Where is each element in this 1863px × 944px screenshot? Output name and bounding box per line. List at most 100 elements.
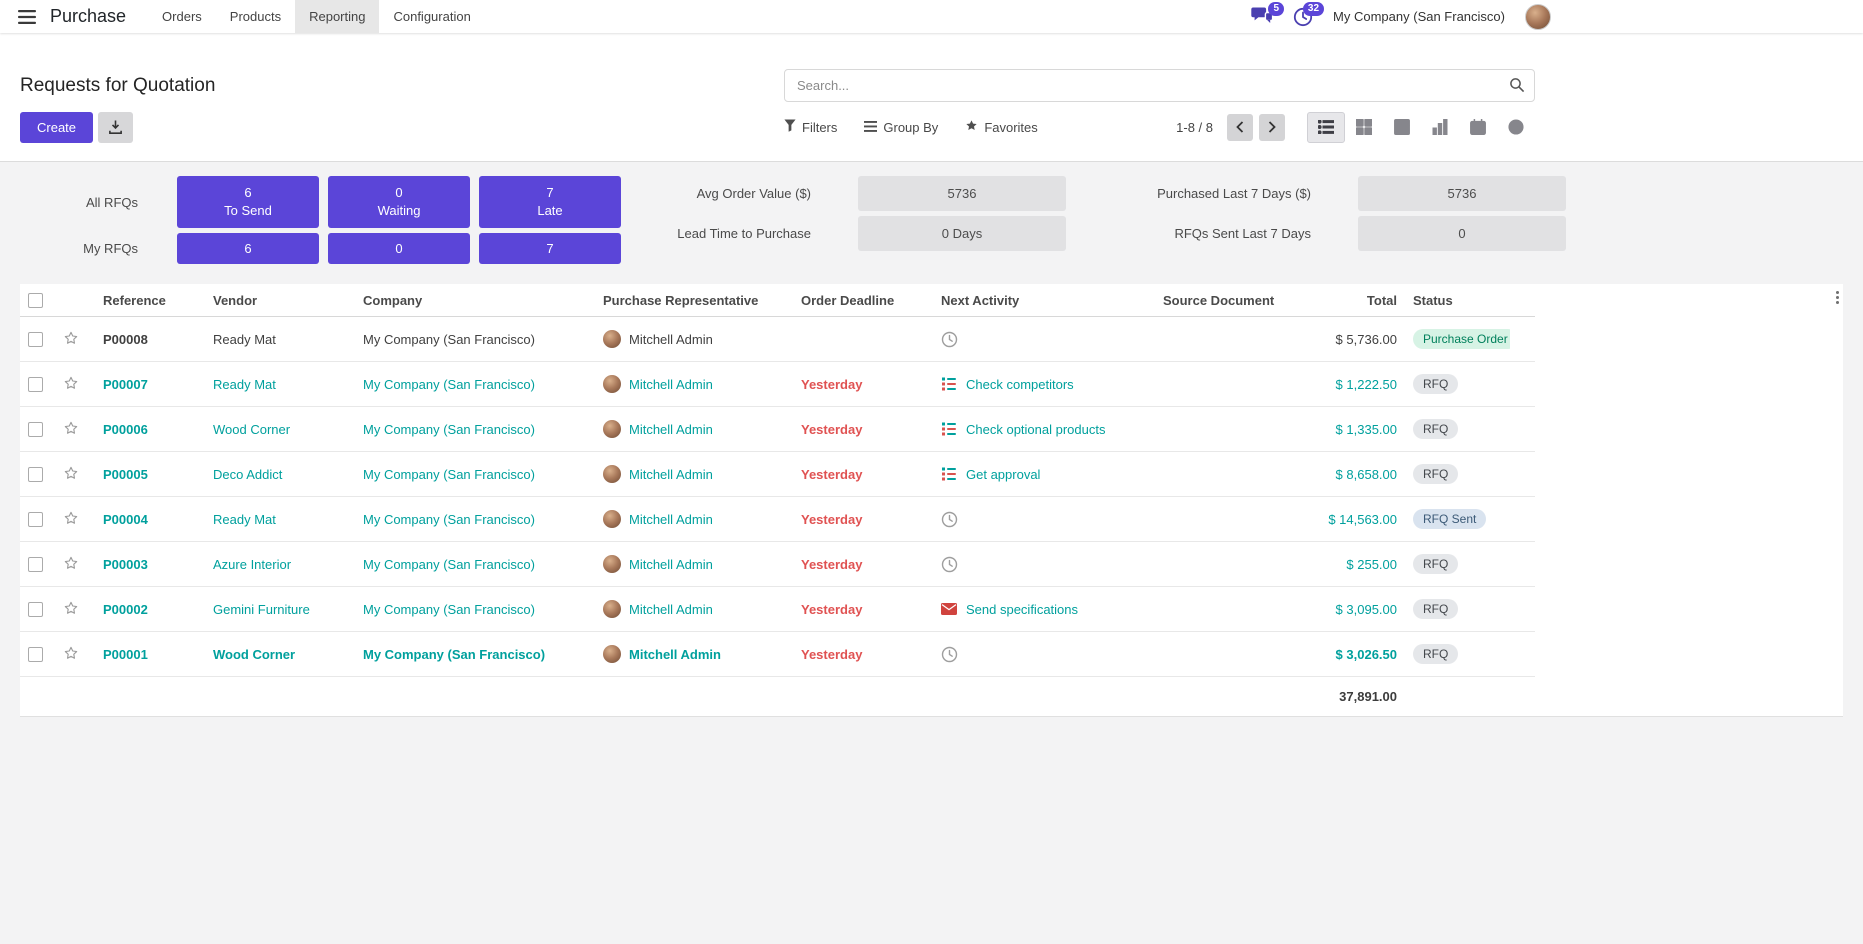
- favorites-button[interactable]: Favorites: [965, 119, 1038, 135]
- search-input[interactable]: [784, 69, 1535, 102]
- deadline-cell: Yesterday: [793, 631, 933, 678]
- table-row[interactable]: P00003 Azure Interior My Company (San Fr…: [20, 541, 1535, 588]
- header-total[interactable]: Total: [1270, 284, 1405, 318]
- activity-cell[interactable]: Check competitors: [933, 361, 1155, 408]
- avg-order-value: 5736: [858, 176, 1066, 211]
- table-row[interactable]: P00005 Deco Addict My Company (San Franc…: [20, 451, 1535, 498]
- row-checkbox[interactable]: [28, 647, 43, 663]
- table-row[interactable]: P00006 Wood Corner My Company (San Franc…: [20, 406, 1535, 453]
- clock-activity-icon[interactable]: [941, 331, 958, 348]
- row-checkbox[interactable]: [28, 467, 43, 483]
- app-name[interactable]: Purchase: [50, 6, 127, 26]
- company-cell: My Company (San Francisco): [355, 586, 595, 633]
- search-icon[interactable]: [1509, 77, 1525, 96]
- row-checkbox[interactable]: [28, 422, 43, 438]
- header-representative[interactable]: Purchase Representative: [595, 284, 793, 318]
- my-rfqs-to-send-button[interactable]: 6: [177, 233, 319, 264]
- download-icon: [108, 119, 123, 138]
- table-header-row: Reference Vendor Company Purchase Repres…: [20, 284, 1535, 318]
- my-rfqs-waiting-button[interactable]: 0: [328, 233, 470, 264]
- optional-columns-icon[interactable]: [1836, 291, 1839, 304]
- create-button[interactable]: Create: [20, 111, 94, 143]
- header-source[interactable]: Source Document: [1155, 284, 1274, 318]
- view-pivot-icon[interactable]: [1383, 112, 1421, 143]
- messages-icon[interactable]: 5: [1251, 2, 1285, 26]
- row-checkbox[interactable]: [28, 602, 43, 618]
- header-activity[interactable]: Next Activity: [933, 284, 1155, 318]
- source-document-cell: [1155, 496, 1270, 543]
- pager-next-button[interactable]: [1259, 113, 1285, 141]
- activities-clock-icon[interactable]: 32: [1293, 1, 1325, 27]
- user-avatar[interactable]: [1525, 3, 1551, 30]
- status-badge: RFQ: [1413, 419, 1459, 440]
- menu-products[interactable]: Products: [229, 9, 282, 24]
- menu-orders[interactable]: Orders: [162, 9, 202, 24]
- table-row[interactable]: P00004 Ready Mat My Company (San Francis…: [20, 496, 1535, 543]
- view-list-icon[interactable]: [1307, 111, 1345, 143]
- favorite-star-icon[interactable]: [55, 451, 95, 498]
- row-checkbox[interactable]: [28, 377, 43, 393]
- activity-cell[interactable]: [933, 316, 1155, 363]
- favorite-star-icon[interactable]: [55, 541, 95, 588]
- status-badge: RFQ: [1413, 644, 1459, 665]
- table-body: P00008 Ready Mat My Company (San Francis…: [20, 316, 1535, 678]
- all-rfqs-waiting-button[interactable]: 0 Waiting: [328, 176, 470, 228]
- vendor-cell: Ready Mat: [205, 361, 355, 408]
- view-graph-icon[interactable]: [1421, 112, 1459, 143]
- menu-configuration[interactable]: Configuration: [393, 9, 471, 24]
- company-switcher[interactable]: My Company (San Francisco): [1333, 9, 1505, 24]
- activity-cell[interactable]: [933, 541, 1155, 588]
- list-activity-icon[interactable]: [941, 466, 957, 482]
- header-vendor[interactable]: Vendor: [205, 284, 355, 318]
- row-checkbox[interactable]: [28, 512, 43, 528]
- row-checkbox[interactable]: [28, 557, 43, 573]
- company-cell: My Company (San Francisco): [355, 361, 595, 408]
- reference-cell: P00002: [95, 586, 205, 633]
- mail-activity-icon[interactable]: [941, 603, 957, 616]
- representative-avatar: [603, 555, 621, 574]
- table-row[interactable]: P00002 Gemini Furniture My Company (San …: [20, 586, 1535, 633]
- activity-cell[interactable]: Send specifications: [933, 586, 1155, 633]
- favorite-star-icon[interactable]: [55, 496, 95, 543]
- group-by-button[interactable]: Group By: [864, 120, 938, 135]
- header-deadline[interactable]: Order Deadline: [793, 284, 933, 318]
- company-cell: My Company (San Francisco): [355, 406, 595, 453]
- view-kanban-icon[interactable]: [1345, 112, 1383, 143]
- company-cell: My Company (San Francisco): [355, 541, 595, 588]
- menu-reporting[interactable]: Reporting: [295, 0, 380, 33]
- favorite-star-icon[interactable]: [55, 406, 95, 453]
- clock-activity-icon[interactable]: [941, 511, 958, 528]
- table-row[interactable]: P00008 Ready Mat My Company (San Francis…: [20, 316, 1535, 363]
- view-activity-icon[interactable]: [1497, 112, 1535, 143]
- export-button[interactable]: [98, 111, 134, 143]
- clock-activity-icon[interactable]: [941, 646, 958, 663]
- select-all-checkbox[interactable]: [28, 293, 43, 309]
- view-calendar-icon[interactable]: [1459, 112, 1497, 143]
- header-reference[interactable]: Reference: [95, 284, 205, 318]
- activity-cell[interactable]: [933, 496, 1155, 543]
- favorite-star-icon[interactable]: [55, 586, 95, 633]
- favorite-star-icon[interactable]: [55, 316, 95, 363]
- all-rfqs-to-send-button[interactable]: 6 To Send: [177, 176, 319, 228]
- filters-button[interactable]: Filters: [784, 119, 837, 135]
- header-company[interactable]: Company: [355, 284, 595, 318]
- row-checkbox[interactable]: [28, 332, 43, 348]
- favorite-star-icon[interactable]: [55, 361, 95, 408]
- dashboard-stats: Avg Order Value ($) 5736 Purchased Last …: [621, 176, 1566, 251]
- purchased-last-7-days-label: Purchased Last 7 Days ($): [1157, 186, 1311, 201]
- table-row[interactable]: P00007 Ready Mat My Company (San Francis…: [20, 361, 1535, 408]
- clock-activity-icon[interactable]: [941, 556, 958, 573]
- apps-menu-icon[interactable]: [8, 0, 46, 33]
- table-row[interactable]: P00001 Wood Corner My Company (San Franc…: [20, 631, 1535, 678]
- favorite-star-icon[interactable]: [55, 631, 95, 678]
- pager-previous-button[interactable]: [1227, 113, 1253, 141]
- activity-cell[interactable]: Check optional products: [933, 406, 1155, 453]
- list-activity-icon[interactable]: [941, 421, 957, 437]
- header-status[interactable]: Status: [1405, 284, 1510, 318]
- my-rfqs-late-button[interactable]: 7: [479, 233, 621, 264]
- all-rfqs-late-button[interactable]: 7 Late: [479, 176, 621, 228]
- list-activity-icon[interactable]: [941, 376, 957, 392]
- activity-cell[interactable]: Get approval: [933, 451, 1155, 498]
- pager-range[interactable]: 1-8 / 8: [1176, 119, 1213, 135]
- activity-cell[interactable]: [933, 631, 1155, 678]
